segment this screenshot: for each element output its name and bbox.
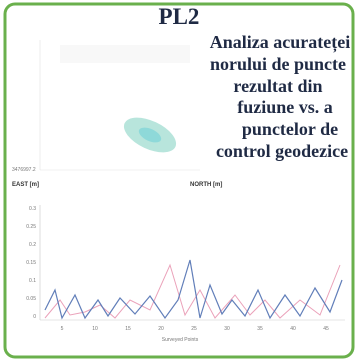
- heading-line: Analiza acurateței: [210, 32, 350, 53]
- title: PL2: [159, 4, 200, 29]
- y-tick-label: 0.25: [26, 224, 36, 230]
- x-axis-title: Surveyed Points: [162, 337, 199, 343]
- y-tick-label: 0.05: [26, 296, 36, 302]
- x-tick-label: 25: [191, 326, 197, 332]
- x-tick-label: 35: [257, 326, 263, 332]
- poster: PL2 EAST [m] NORTH [m] 3476997.2 Surveye…: [0, 0, 358, 361]
- heading-line: punctelor de: [242, 119, 338, 139]
- x-tick-label: 10: [92, 326, 98, 332]
- y-tick-label: 0.3: [29, 206, 36, 212]
- heading-line: fuziune vs. a: [237, 97, 333, 117]
- east-label: EAST [m]: [12, 182, 39, 188]
- north-label: NORTH [m]: [190, 182, 222, 188]
- x-tick-label: 5: [61, 326, 64, 332]
- page: PL2 EAST [m] NORTH [m] 3476997.2 Surveye…: [0, 0, 358, 361]
- y-tick-label: 0.2: [29, 242, 36, 248]
- y-tick-label: 0.15: [26, 260, 36, 266]
- coord-label: 3476997.2: [12, 167, 36, 173]
- x-tick-label: 15: [125, 326, 131, 332]
- heading-line: norului de puncte: [210, 54, 346, 74]
- y-tick-label: 0.1: [29, 278, 36, 284]
- x-tick-label: 30: [224, 326, 230, 332]
- x-tick-label: 45: [323, 326, 329, 332]
- heading-line: control geodezice: [216, 141, 348, 161]
- x-tick-label: 40: [290, 326, 296, 332]
- x-tick-label: 20: [158, 326, 164, 332]
- y-tick-label: 0: [33, 314, 36, 320]
- heading-line: rezultat din: [233, 76, 322, 96]
